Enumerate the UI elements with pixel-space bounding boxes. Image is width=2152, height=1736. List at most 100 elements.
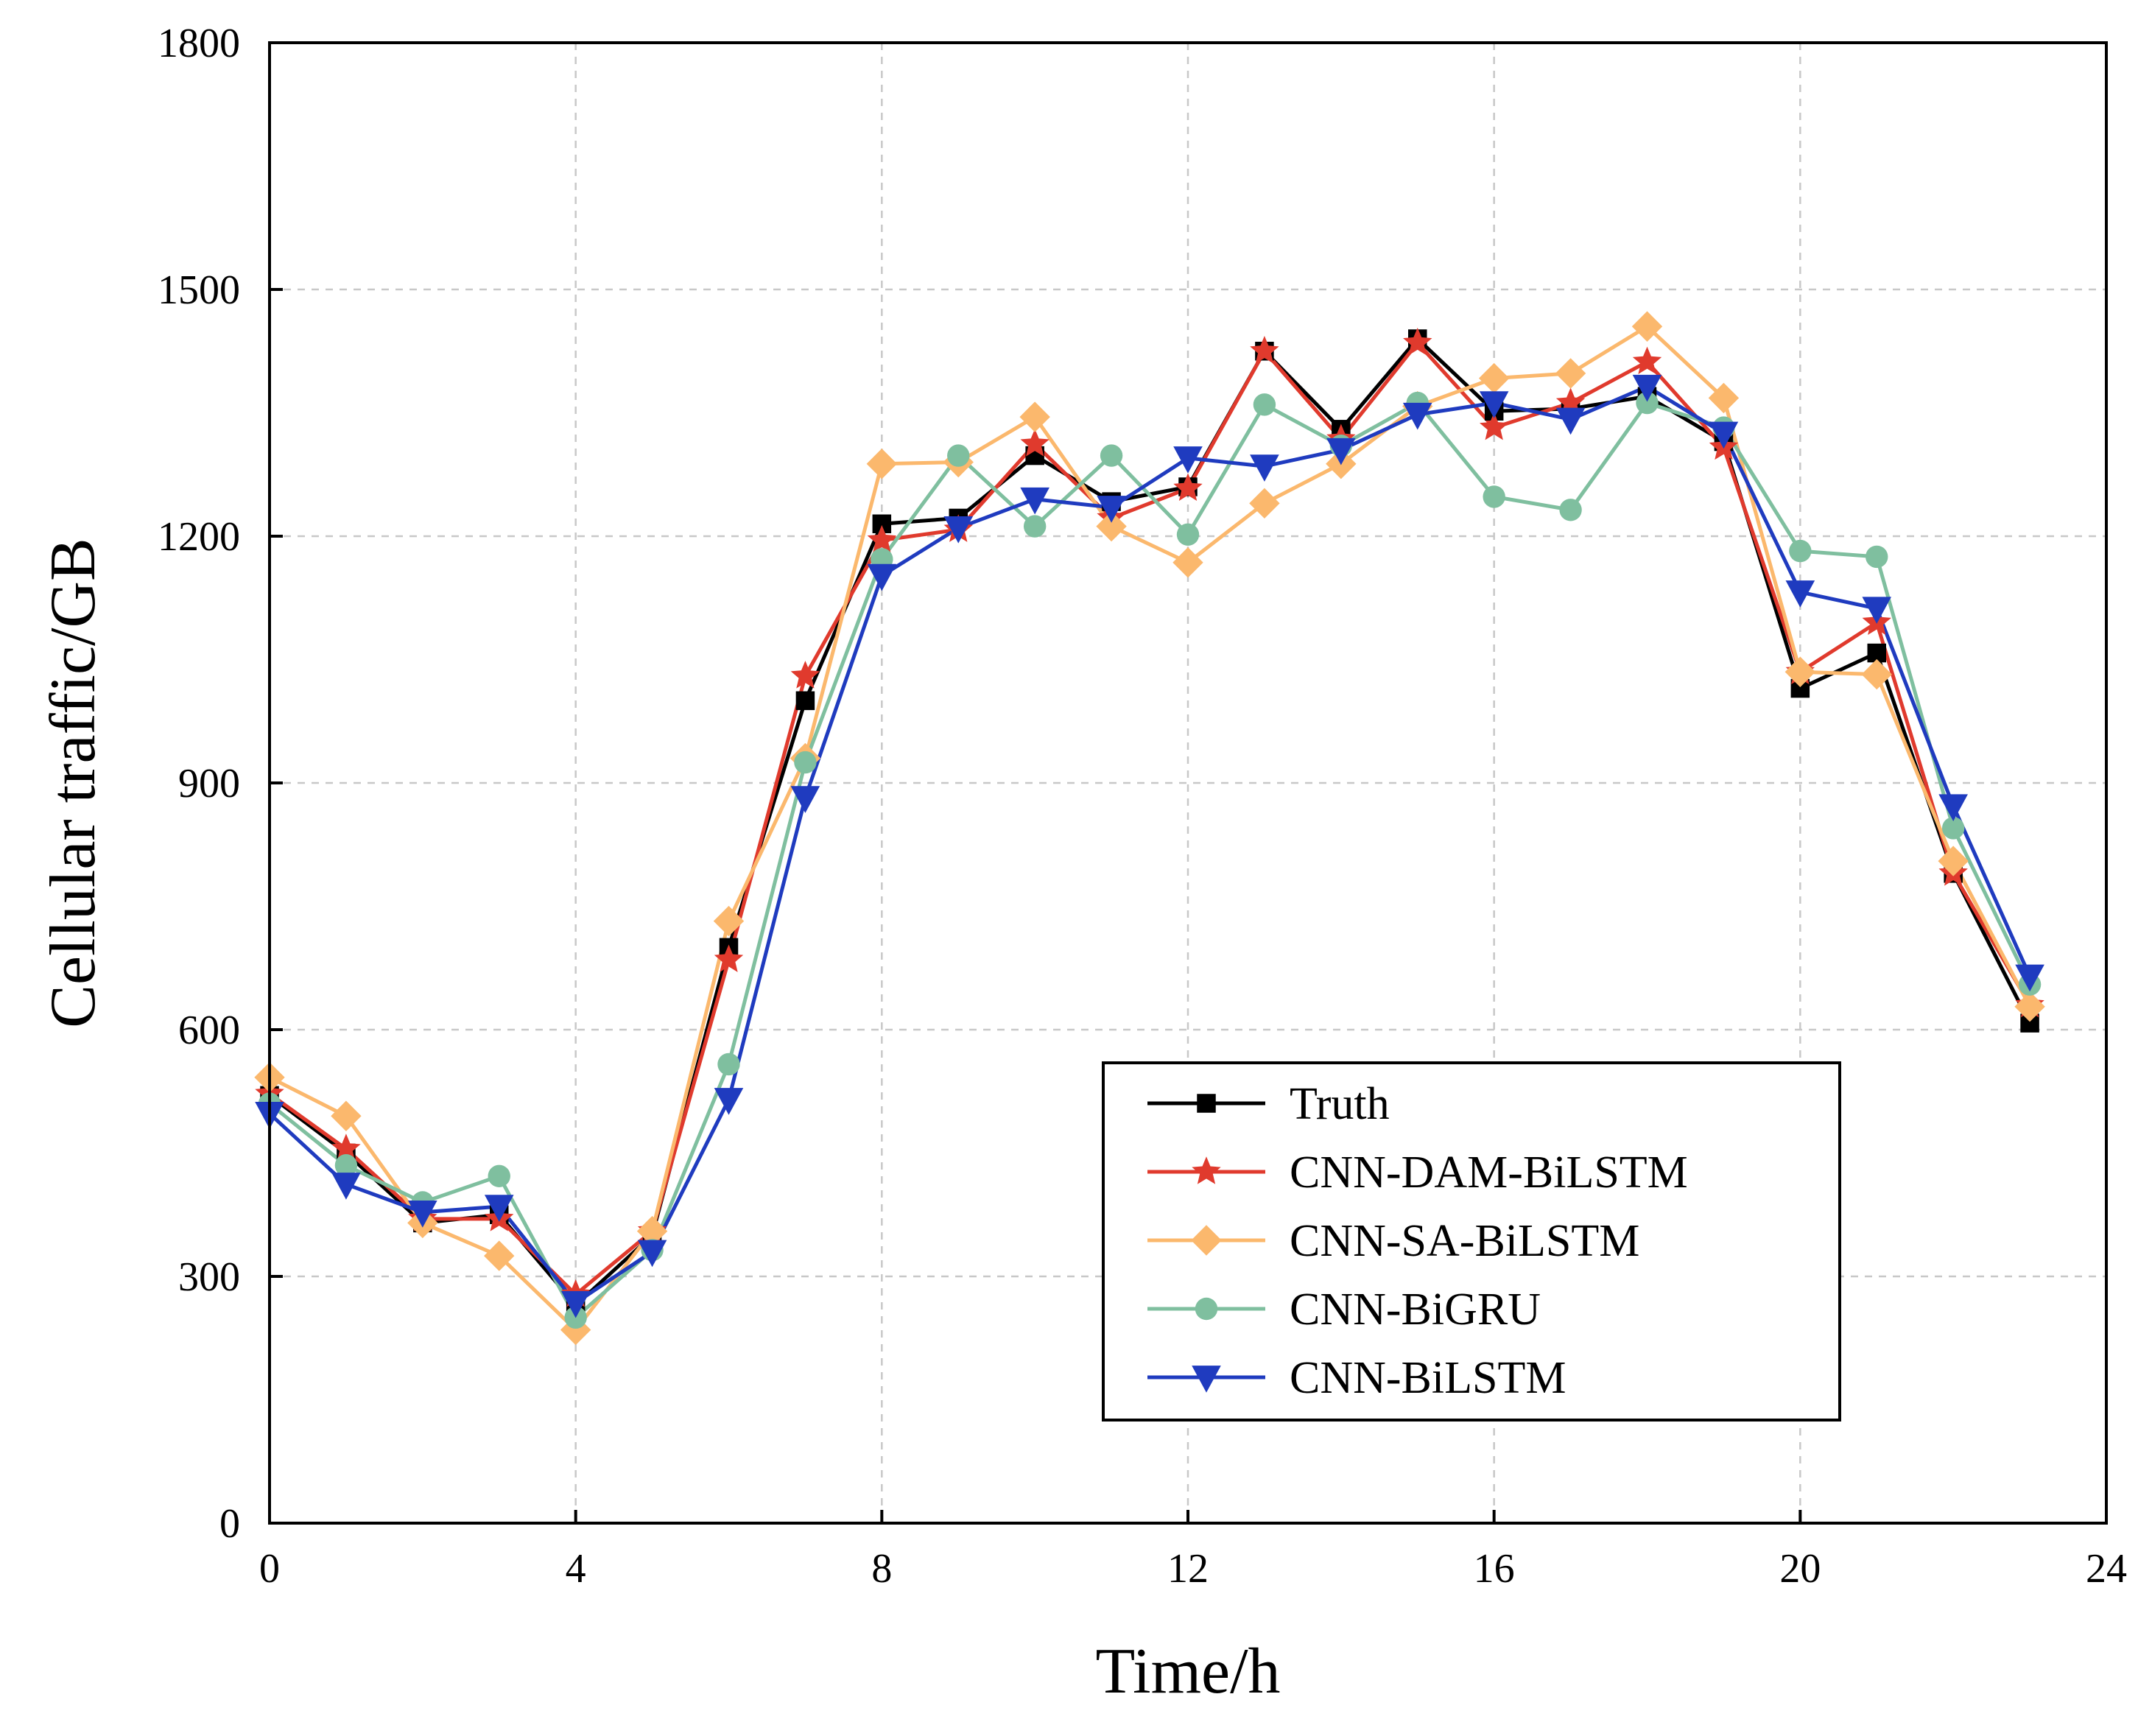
data-point	[334, 1154, 358, 1177]
data-point	[867, 524, 897, 553]
data-point	[636, 1215, 668, 1247]
data-point	[1861, 658, 1892, 690]
x-tick-label: 20	[1779, 1546, 1821, 1592]
data-point	[1176, 523, 1200, 546]
data-point	[1249, 488, 1280, 519]
data-point	[637, 1240, 667, 1268]
data-point	[714, 944, 744, 972]
data-point	[1866, 545, 1888, 569]
series-lines	[254, 311, 2045, 1346]
data-point	[1938, 794, 1968, 822]
data-point	[1096, 510, 1127, 542]
data-point	[488, 1164, 510, 1187]
data-point	[866, 449, 898, 479]
data-point	[1555, 358, 1586, 389]
data-point	[867, 563, 897, 591]
y-tick-label: 1800	[158, 21, 240, 66]
x-tick-label: 0	[259, 1546, 280, 1592]
data-point	[560, 1314, 591, 1346]
data-point	[1632, 346, 1662, 375]
data-point	[1326, 437, 1356, 465]
data-point	[1636, 391, 1659, 415]
data-point	[1708, 382, 1740, 414]
data-point	[2015, 964, 2044, 992]
y-tick-label: 1500	[158, 267, 240, 313]
legend-marker	[1192, 1156, 1221, 1184]
data-point	[1250, 454, 1279, 482]
data-point	[943, 516, 974, 544]
series-line-cnn-dam-bilstm	[268, 341, 2032, 1297]
data-point	[713, 905, 745, 937]
data-point	[790, 786, 820, 813]
axis-ticks: 0 4 8 12 16 20 24 0 300 600 900 1200 1500 1800	[158, 21, 2127, 1592]
data-point	[1403, 327, 1432, 356]
legend-marker	[1195, 1297, 1218, 1321]
x-tick-label: 4	[566, 1546, 586, 1592]
data-point	[1483, 485, 1505, 508]
y-tick-label: 900	[178, 761, 240, 806]
y-tick-label: 1200	[158, 514, 240, 560]
legend-marker	[1191, 1225, 1222, 1256]
data-point	[331, 1134, 361, 1162]
data-point	[714, 1088, 744, 1115]
data-point	[1941, 817, 1965, 840]
legend-marker	[1192, 1366, 1221, 1393]
series-markers-cnn-bilstm	[255, 374, 2044, 1318]
data-point	[795, 691, 815, 711]
data-point	[1785, 580, 1815, 608]
data-point	[1631, 311, 1663, 342]
data-point	[1632, 374, 1662, 402]
data-point	[790, 661, 820, 689]
series-line-cnn-bilstm	[268, 384, 2032, 1305]
legend: Truth CNN-DAM-BiLSTM CNN-SA-BiLSTM CNN-BiGR…	[1102, 1061, 1841, 1422]
data-point	[1938, 846, 1969, 876]
y-tick-label: 600	[178, 1008, 240, 1053]
x-tick-label: 8	[871, 1546, 892, 1592]
data-point	[1172, 547, 1203, 578]
data-point	[1019, 401, 1050, 432]
data-point	[1479, 412, 1509, 440]
data-point	[1784, 656, 1816, 687]
y-tick-label: 300	[178, 1254, 240, 1300]
data-point	[947, 444, 970, 467]
data-point	[1709, 421, 1739, 449]
data-point	[1173, 446, 1203, 474]
y-tick-label: 0	[219, 1501, 240, 1547]
data-point	[1555, 407, 1586, 435]
data-point	[794, 751, 817, 774]
data-point	[560, 1290, 591, 1318]
legend-label: CNN-DAM-BiLSTM	[1290, 1148, 1688, 1198]
data-point	[331, 1173, 361, 1200]
data-point	[1097, 496, 1126, 523]
data-point	[484, 1195, 514, 1222]
data-point	[1862, 597, 1892, 625]
data-point	[408, 1201, 437, 1228]
data-point	[1100, 444, 1123, 467]
legend-label: CNN-BiGRU	[1290, 1285, 1541, 1335]
x-axis-title: Time/h	[1095, 1636, 1280, 1707]
y-axis-title: Cellular traffic/GB	[38, 538, 109, 1028]
data-point	[1250, 336, 1279, 364]
x-tick-label: 16	[1474, 1546, 1515, 1592]
data-point	[1789, 539, 1812, 563]
data-point	[717, 1053, 740, 1076]
data-point	[1023, 515, 1047, 538]
data-point	[1173, 473, 1203, 501]
x-tick-label: 12	[1167, 1546, 1209, 1592]
legend-marker	[1197, 1094, 1216, 1113]
data-point	[1559, 499, 1582, 521]
legend-label: Truth	[1290, 1079, 1390, 1129]
data-point	[2014, 991, 2045, 1022]
legend-label: CNN-BiLSTM	[1290, 1353, 1566, 1403]
data-point	[1020, 487, 1049, 515]
data-point	[1402, 402, 1432, 430]
data-point	[1020, 429, 1049, 457]
data-point	[331, 1100, 362, 1131]
data-point	[1479, 391, 1509, 418]
data-point	[1478, 362, 1510, 394]
data-point	[484, 1240, 515, 1271]
data-point	[1253, 393, 1276, 416]
x-tick-label: 24	[2086, 1546, 2127, 1592]
